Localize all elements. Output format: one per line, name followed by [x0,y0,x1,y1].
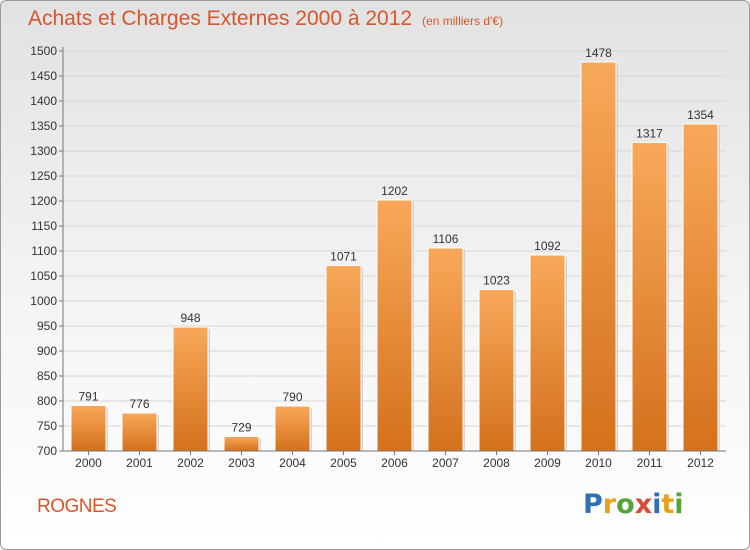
y-tick-label: 1000 [30,294,57,308]
y-tick-label: 700 [37,444,57,458]
x-tick-label-2005: 2005 [330,456,357,470]
y-tick-label: 1400 [30,94,57,108]
y-tick-label: 1500 [30,44,57,58]
y-tick-label: 900 [37,344,57,358]
data-label-2005: 1071 [330,250,357,264]
logo-letter: P [583,489,603,520]
y-tick-label: 1050 [30,269,57,283]
bar-2009[interactable] [529,254,566,452]
data-label-2002: 948 [180,311,200,325]
bar-2005[interactable] [325,265,362,452]
bar-layer [70,61,720,452]
x-tick-label-2004: 2004 [279,456,306,470]
x-tick-label-2000: 2000 [75,456,102,470]
x-tick-label-2012: 2012 [687,456,714,470]
x-tick-label-2006: 2006 [381,456,408,470]
bar-2008[interactable] [478,289,515,452]
data-label-2011: 1317 [636,127,663,141]
logo-letter: i [674,489,684,520]
chart-unit: (en milliers d'€) [422,14,504,28]
y-tick-label: 1250 [30,169,57,183]
data-label-2004: 790 [282,390,302,404]
data-label-2003: 729 [231,421,251,435]
data-label-2010: 1478 [585,46,612,60]
data-label-2006: 1202 [381,184,408,198]
data-label-2001: 776 [129,397,149,411]
bar-2012[interactable] [682,123,719,452]
data-label-2009: 1092 [534,239,561,253]
data-label-2000: 791 [78,390,98,404]
data-label-2007: 1106 [433,232,459,246]
bar-2001[interactable] [121,412,158,452]
y-tick-label: 800 [37,394,57,408]
bar-2006[interactable] [376,199,413,452]
y-tick-label: 750 [37,419,57,433]
logo-letter: r [602,489,617,520]
title-row: Achats et Charges Externes 2000 à 2012 (e… [28,7,503,31]
logo-letter: o [616,489,635,520]
x-tick-label-2001: 2001 [126,456,153,470]
y-tick-label: 1350 [30,119,57,133]
x-tick-label-2002: 2002 [177,456,204,470]
bar-2003[interactable] [223,436,260,452]
y-tick-label: 1150 [31,219,57,233]
y-tick-label: 1450 [30,69,57,83]
logo-letter: i [652,489,662,520]
data-label-2012: 1354 [687,108,714,122]
axis-layer: 700 750 800 850 900 950 1000 1050 1100 1150 1200 12… [30,44,726,470]
x-tick-label-2003: 2003 [228,456,255,470]
bar-2007[interactable] [427,247,464,452]
data-label-2008: 1023 [483,274,510,288]
y-tick-label: 1100 [31,244,57,258]
y-tick-label: 1200 [30,194,57,208]
x-tick-label-2007: 2007 [432,456,459,470]
logo-letter: x [634,489,653,520]
bar-2011[interactable] [631,142,668,452]
x-tick-label-2010: 2010 [585,456,612,470]
y-tick-label: 850 [37,369,57,383]
bar-2004[interactable] [274,405,311,452]
y-tick-label: 1300 [30,144,57,158]
y-tick-label: 950 [37,319,57,333]
x-tick-label-2009: 2009 [534,456,561,470]
chart-title: Achats et Charges Externes 2000 à 2012 [28,7,413,30]
x-tick-label-2011: 2011 [637,456,663,470]
bar-2000[interactable] [70,405,107,452]
bar-2010[interactable] [580,61,617,452]
proxiti-logo[interactable]: Proxiti [583,489,684,520]
bar-2002[interactable] [172,326,209,452]
label-layer: 791 776 948 729 790 1071 1202 1106 1023 1092 1478 1… [78,46,714,435]
logo-letter: t [661,489,675,520]
x-tick-label-2008: 2008 [483,456,510,470]
commune-name: ROGNES [37,496,117,517]
